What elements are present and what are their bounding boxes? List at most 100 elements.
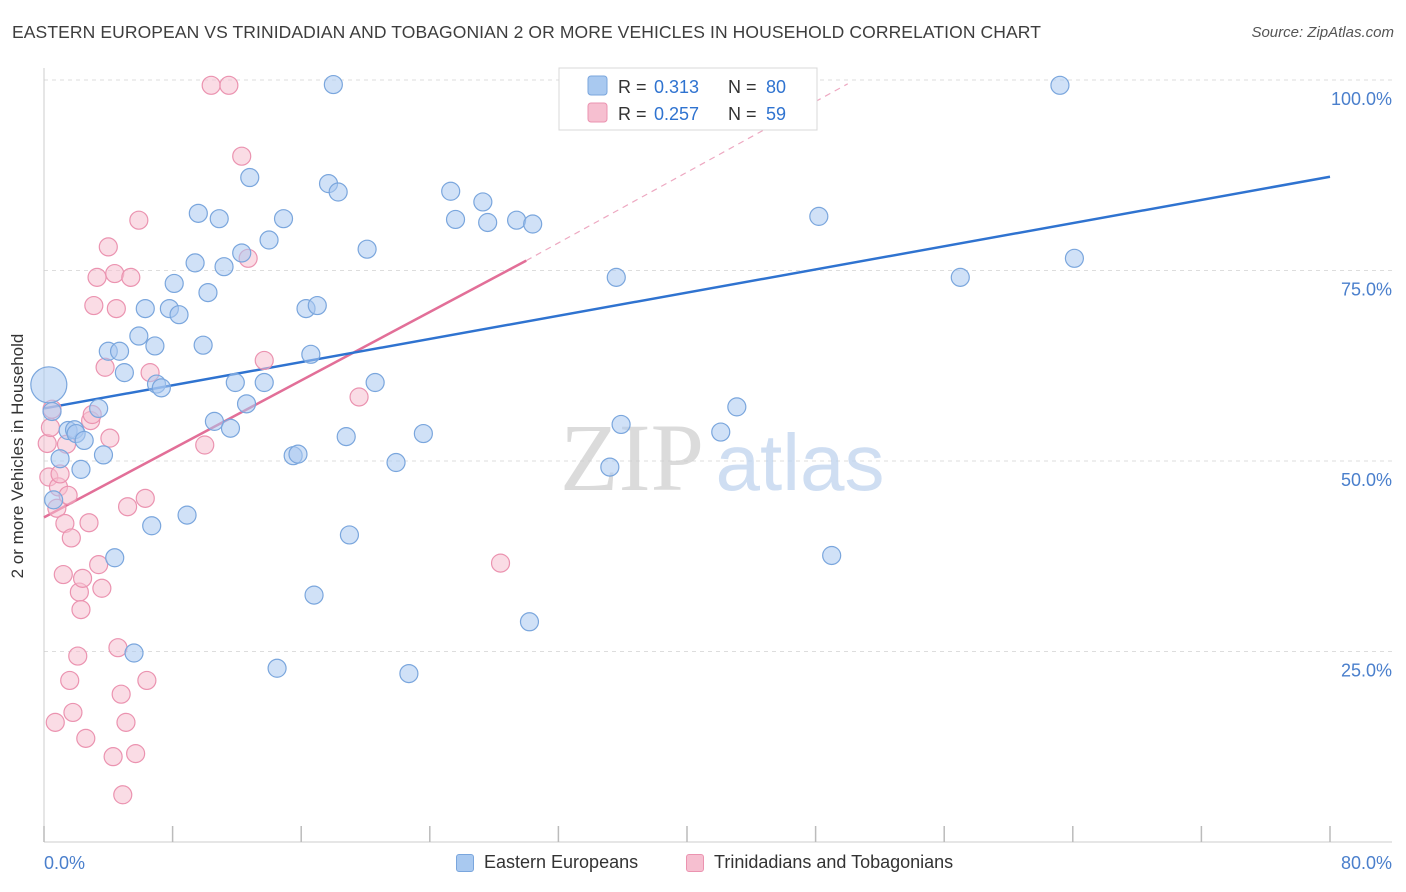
legend-r-value-blue: 0.313 bbox=[654, 77, 699, 97]
blue-point-27 bbox=[188, 203, 208, 223]
pink-point-42 bbox=[137, 670, 157, 691]
blue-point-59 bbox=[445, 209, 466, 230]
blue-point-67 bbox=[611, 414, 631, 435]
watermark: ZIP atlas bbox=[560, 404, 884, 511]
blue-point-18 bbox=[142, 516, 162, 536]
pink-point-30 bbox=[103, 747, 123, 767]
blue-point-10 bbox=[93, 445, 114, 465]
pink-point-20 bbox=[79, 513, 99, 533]
legend-n-label-pink: N = bbox=[728, 104, 757, 124]
blue-point-3 bbox=[50, 449, 70, 469]
pink-point-12 bbox=[60, 670, 80, 691]
blue-point-68 bbox=[711, 422, 731, 442]
pink-point-36 bbox=[116, 712, 136, 732]
blue-point-72 bbox=[950, 267, 970, 287]
blue-point-17 bbox=[135, 299, 155, 319]
pink-point-38 bbox=[121, 267, 141, 287]
source-label: Source: ZipAtlas.com bbox=[1251, 24, 1394, 41]
blue-point-32 bbox=[214, 257, 234, 277]
blue-point-26 bbox=[185, 253, 205, 273]
blue-point-57 bbox=[413, 423, 433, 444]
blue-point-12 bbox=[105, 548, 125, 568]
blue-point-13 bbox=[109, 341, 130, 361]
pink-point-0 bbox=[37, 433, 57, 454]
pink-point-51 bbox=[490, 553, 511, 573]
blue-point-37 bbox=[240, 167, 260, 188]
blue-point-64 bbox=[523, 214, 543, 234]
blue-point-21 bbox=[151, 378, 171, 398]
blue-point-38 bbox=[254, 372, 274, 393]
blue-point-66 bbox=[606, 267, 626, 287]
pink-point-23 bbox=[84, 295, 104, 316]
pink-point-41 bbox=[135, 488, 155, 508]
blue-trend-line bbox=[43, 175, 1331, 410]
blue-point-23 bbox=[164, 273, 184, 294]
pink-point-4 bbox=[45, 712, 65, 732]
pink-trend-line bbox=[43, 259, 527, 519]
legend-n-value-blue: 80 bbox=[766, 77, 786, 97]
blue-point-7 bbox=[71, 459, 91, 479]
pink-points bbox=[37, 75, 511, 805]
pink-point-18 bbox=[72, 568, 93, 588]
blue-point-49 bbox=[323, 74, 343, 95]
pink-point-40 bbox=[129, 210, 149, 230]
pink-point-39 bbox=[126, 744, 146, 764]
pink-point-31 bbox=[105, 263, 125, 284]
blue-point-62 bbox=[507, 210, 527, 230]
bottom-legend: Eastern Europeans Trinidadians and Tobag… bbox=[0, 852, 1406, 878]
pink-point-15 bbox=[68, 646, 88, 666]
blue-point-9 bbox=[89, 398, 109, 419]
blue-point-15 bbox=[124, 643, 144, 663]
blue-point-70 bbox=[809, 206, 829, 226]
blue-point-61 bbox=[478, 212, 498, 233]
gridlines bbox=[44, 79, 1392, 652]
blue-point-39 bbox=[259, 230, 279, 250]
legend-n-value-pink: 59 bbox=[766, 104, 786, 124]
pink-point-49 bbox=[254, 350, 274, 371]
blue-point-31 bbox=[209, 209, 229, 229]
blue-point-55 bbox=[386, 452, 406, 473]
blue-point-24 bbox=[169, 305, 189, 325]
blue-point-51 bbox=[336, 427, 356, 447]
legend-n-label-blue: N = bbox=[728, 77, 757, 97]
blue-point-54 bbox=[365, 372, 385, 393]
blue-point-25 bbox=[177, 505, 197, 525]
blue-point-34 bbox=[225, 372, 245, 393]
blue-point-35 bbox=[232, 243, 252, 263]
blue-point-45 bbox=[301, 344, 321, 364]
y-tick-label-1: 50.0% bbox=[1341, 470, 1392, 490]
legend-r-label-pink: R = bbox=[618, 104, 647, 124]
legend-box: R = 0.313 N = 80 R = 0.257 N = 59 bbox=[558, 67, 818, 131]
blue-point-16 bbox=[129, 326, 149, 346]
blue-points bbox=[30, 74, 1085, 684]
legend-r-value-pink: 0.257 bbox=[654, 104, 699, 124]
y-tick-label-0: 25.0% bbox=[1341, 661, 1392, 681]
blue-point-53 bbox=[357, 239, 377, 259]
blue-point-1 bbox=[42, 401, 62, 422]
y-tick-label-2: 75.0% bbox=[1341, 280, 1392, 300]
blue-point-58 bbox=[441, 181, 461, 201]
pink-point-17 bbox=[71, 599, 91, 620]
blue-point-60 bbox=[473, 192, 493, 212]
pink-point-33 bbox=[108, 638, 128, 658]
blue-point-40 bbox=[267, 658, 287, 678]
pink-point-32 bbox=[106, 299, 126, 319]
blue-point-28 bbox=[193, 335, 213, 355]
y-tick-label-3: 100.0% bbox=[1331, 89, 1392, 109]
blue-point-14 bbox=[114, 363, 134, 383]
legend-swatch-trinidadians bbox=[686, 853, 704, 872]
legend-item-eastern-europeans: Eastern Europeans bbox=[456, 852, 638, 873]
pink-point-14 bbox=[63, 702, 83, 723]
pink-point-29 bbox=[100, 428, 120, 448]
axes bbox=[43, 68, 1392, 843]
chart-title: EASTERN EUROPEAN VS TRINIDADIAN AND TOBA… bbox=[12, 22, 1042, 42]
blue-point-47 bbox=[307, 295, 327, 316]
legend-swatch-pink bbox=[587, 102, 608, 123]
legend-label-trinidadians: Trinidadians and Tobagonians bbox=[714, 852, 954, 872]
blue-point-71 bbox=[822, 545, 842, 566]
blue-point-74 bbox=[1064, 248, 1085, 268]
pink-point-46 bbox=[219, 75, 239, 95]
blue-point-29 bbox=[198, 282, 218, 303]
pink-point-19 bbox=[76, 728, 96, 748]
